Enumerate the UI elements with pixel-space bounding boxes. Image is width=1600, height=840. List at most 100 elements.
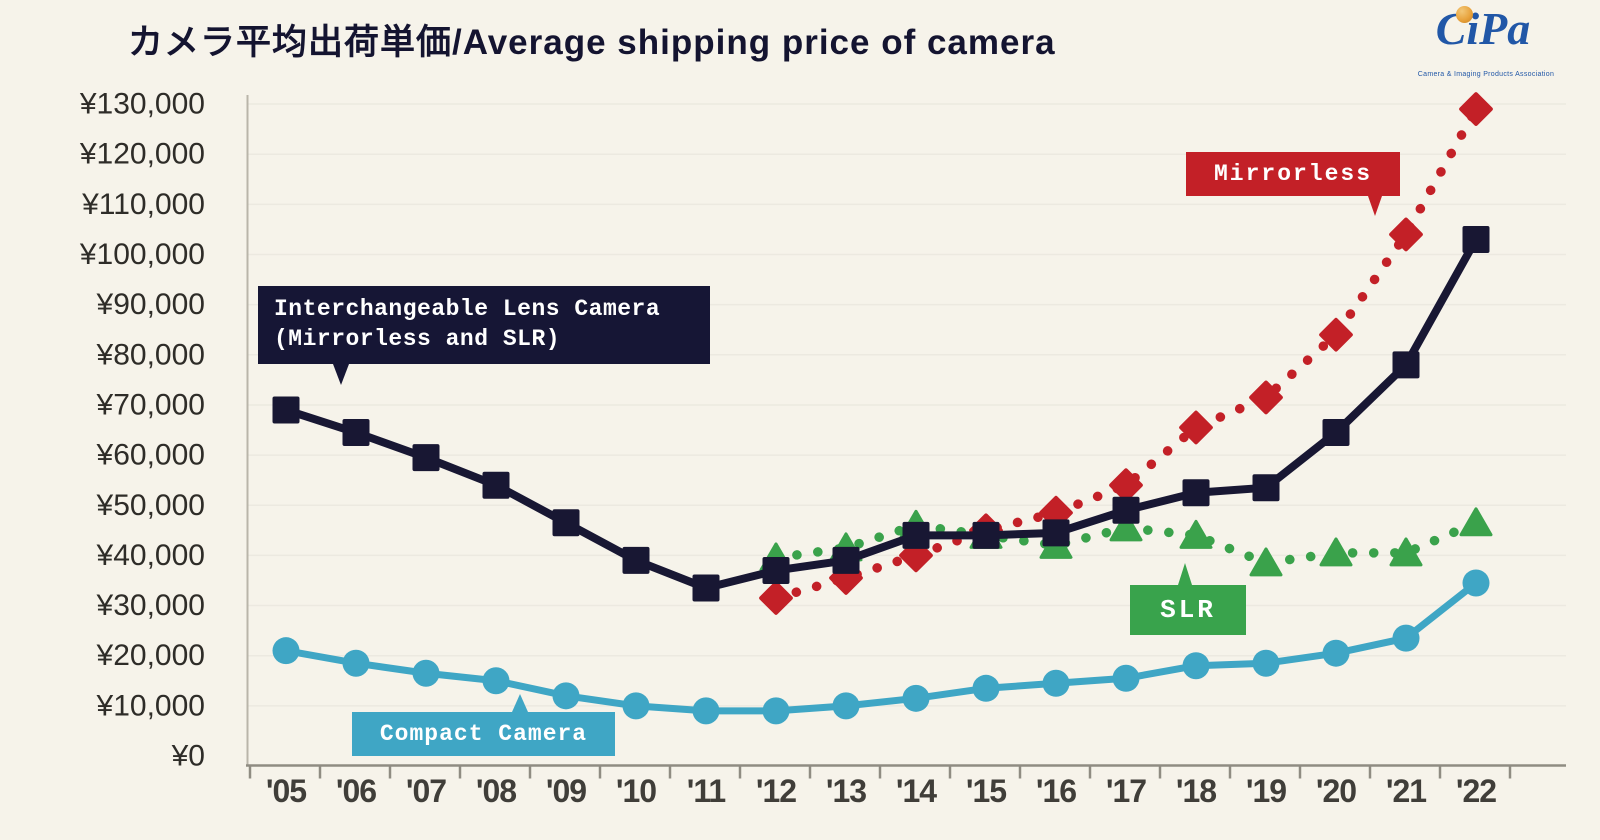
marker-diamond [1249, 380, 1283, 415]
legend-mirrorless: Mirrorless [1186, 152, 1400, 216]
cipa-logo-text: CiPa [1435, 3, 1531, 54]
y-tick-label: ¥100,000 [79, 238, 205, 271]
chart-title: カメラ平均出荷単価/Average shipping price of came… [128, 23, 1056, 62]
callout-tail-down [1368, 196, 1382, 216]
legend-slr: SLR [1130, 563, 1246, 635]
marker-triangle [1319, 537, 1353, 567]
marker-circle [342, 649, 370, 677]
y-tick-label: ¥40,000 [96, 539, 205, 572]
marker-square [272, 396, 300, 424]
marker-square [1112, 496, 1140, 524]
marker-diamond [1319, 317, 1353, 352]
marker-circle [762, 697, 790, 725]
x-tick-label: '22 [1456, 773, 1496, 809]
legend-ilc-line2: (Mirrorless and SLR) [274, 326, 561, 352]
legend-interchangeable-lens-camera: Interchangeable Lens Camera (Mirrorless … [258, 286, 710, 385]
x-tick-label: '13 [826, 773, 866, 809]
marker-circle [482, 667, 510, 695]
y-tick-label: ¥70,000 [96, 388, 205, 421]
marker-circle [692, 697, 720, 725]
marker-diamond [1389, 217, 1423, 252]
marker-square [1322, 419, 1350, 447]
x-tick-label: '08 [476, 773, 516, 809]
y-tick-label: ¥120,000 [79, 138, 205, 171]
x-tick-label: '07 [406, 773, 446, 809]
x-tick-label: '05 [266, 773, 306, 809]
marker-triangle [1459, 507, 1493, 537]
y-tick-label: ¥130,000 [79, 88, 205, 121]
marker-square [482, 471, 510, 499]
callout-tail-down [333, 364, 349, 385]
marker-square [342, 419, 370, 447]
marker-square [832, 546, 860, 574]
marker-circle [622, 692, 650, 720]
marker-square [762, 556, 790, 584]
x-tick-label: '11 [687, 773, 726, 809]
x-tick-label: '10 [616, 773, 656, 809]
legend-compact-camera: Compact Camera [352, 694, 615, 756]
y-tick-label: ¥90,000 [96, 288, 205, 321]
x-tick-label: '15 [966, 773, 1006, 809]
y-tick-label: ¥10,000 [96, 689, 205, 722]
cipa-logo: CiPa Camera & Imaging Products Associati… [1418, 3, 1554, 79]
marker-circle [1112, 664, 1140, 692]
x-tick-label: '20 [1316, 773, 1356, 809]
y-tick-label: ¥30,000 [96, 589, 205, 622]
marker-diamond [759, 581, 793, 615]
x-tick-label: '09 [546, 773, 586, 809]
marker-circle [1392, 624, 1420, 652]
marker-triangle [1249, 547, 1283, 577]
marker-square [412, 444, 440, 472]
cipa-logo-caption: Camera & Imaging Products Association [1417, 71, 1555, 78]
marker-square [1252, 474, 1280, 502]
legend-slr-label: SLR [1160, 595, 1216, 625]
x-tick-label: '16 [1036, 773, 1076, 809]
series-line-compact-camera [285, 580, 1479, 715]
marker-circle [412, 659, 440, 687]
marker-circle [1252, 649, 1280, 677]
x-tick-label: '12 [756, 773, 796, 809]
marker-triangle [1389, 537, 1423, 567]
marker-triangle [1179, 519, 1213, 549]
y-tick-label: ¥0 [171, 740, 205, 773]
marker-circle [1042, 669, 1070, 697]
marker-square [622, 546, 650, 574]
y-tick-label: ¥60,000 [96, 439, 205, 472]
x-tick-label: '06 [336, 773, 376, 809]
callout-tail-up [1178, 563, 1192, 585]
marker-circle [272, 637, 300, 665]
x-tick-label: '19 [1246, 773, 1286, 809]
marker-circle [1322, 639, 1350, 667]
marker-triangle [1109, 512, 1143, 542]
marker-circle [552, 682, 580, 710]
marker-diamond [1179, 410, 1213, 445]
marker-square [1462, 225, 1490, 253]
marker-diamond [1109, 468, 1143, 503]
marker-square [1182, 479, 1210, 507]
x-tick-label: '17 [1106, 773, 1146, 809]
marker-circle [972, 674, 1000, 702]
marker-circle [1462, 569, 1490, 597]
marker-square [1042, 519, 1070, 547]
marker-diamond [1459, 92, 1493, 126]
marker-square [552, 509, 580, 537]
y-tick-label: ¥50,000 [96, 489, 205, 522]
y-tick-label: ¥80,000 [96, 338, 205, 371]
y-tick-label: ¥110,000 [81, 188, 205, 221]
x-tick-label: '21 [1386, 773, 1426, 809]
callout-tail-up [512, 694, 528, 712]
marker-circle [1182, 652, 1210, 680]
marker-circle [832, 692, 860, 720]
marker-square [902, 521, 930, 549]
legend-compact-label: Compact Camera [379, 721, 588, 747]
x-tick-label: '14 [896, 773, 937, 809]
marker-circle [902, 684, 930, 712]
x-tick-label: '18 [1176, 773, 1216, 809]
legend-mirrorless-label: Mirrorless [1213, 161, 1373, 187]
marker-square [1392, 351, 1420, 379]
y-tick-label: ¥20,000 [96, 639, 205, 672]
marker-square [692, 574, 720, 602]
marker-square [972, 521, 1000, 549]
